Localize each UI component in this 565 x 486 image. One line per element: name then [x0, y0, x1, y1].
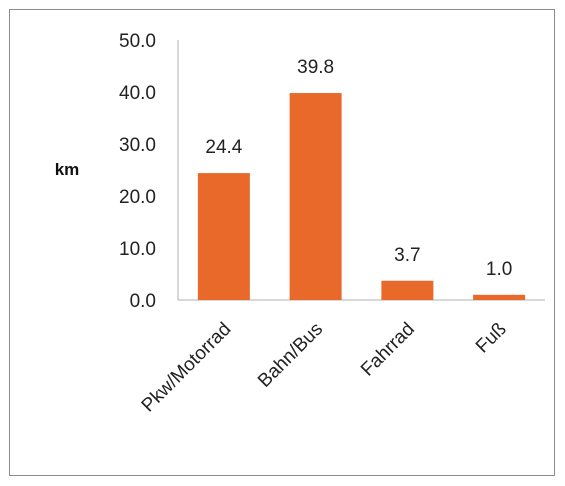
y-tick-label: 0.0 [130, 291, 156, 312]
y-tick-label: 10.0 [119, 239, 156, 260]
y-tick-label: 30.0 [119, 135, 156, 156]
data-label: 1.0 [486, 259, 512, 280]
y-tick-label: 50.0 [119, 31, 156, 52]
bar [197, 173, 250, 300]
x-tick-label: Pkw/Motorrad [138, 319, 236, 417]
data-label: 24.4 [205, 137, 242, 158]
chart-frame [9, 9, 555, 476]
data-label: 39.8 [297, 57, 334, 78]
x-tick-label: Bahn/Bus [254, 319, 327, 392]
bars [197, 93, 526, 300]
x-tick-label: Fahrrad [357, 319, 419, 381]
bar [473, 294, 526, 300]
y-tick-labels: 0.0 10.0 20.0 30.0 40.0 50.0 [119, 31, 156, 312]
bar [381, 280, 434, 300]
x-tick-label: Fuß [472, 319, 511, 358]
bar [289, 93, 342, 300]
x-tick-labels: Pkw/Motorrad Bahn/Bus Fahrrad Fuß [138, 319, 511, 417]
data-labels: 24.4 39.8 3.7 1.0 [205, 57, 512, 280]
y-tick-label: 20.0 [119, 187, 156, 208]
data-label: 3.7 [394, 245, 420, 266]
y-tick-label: 40.0 [119, 83, 156, 104]
y-axis-label: km [55, 160, 80, 179]
